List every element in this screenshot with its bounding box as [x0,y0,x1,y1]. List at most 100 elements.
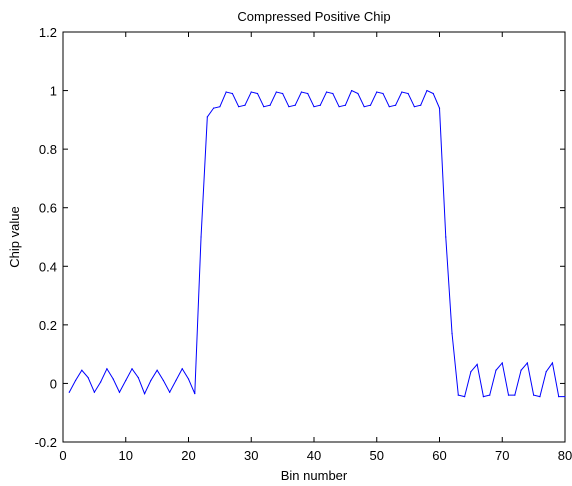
data-point [351,89,353,92]
data-point [131,368,133,370]
data-point [275,91,277,93]
data-point [526,362,528,364]
data-point [231,92,234,95]
axis-ticks: 0 10 20 30 40 50 60 70 80-0.200.20.40.60.811.2 [35,25,572,463]
x-tick-label: 50 [370,448,384,463]
data-point [250,91,252,93]
data-point [282,92,284,95]
x-tick-label: 0 [59,448,66,463]
data-point [162,379,164,382]
data-point [269,104,271,106]
data-point [125,379,127,382]
data-point [150,379,152,382]
data-point [558,396,560,398]
data-point [169,391,171,393]
data-point [225,91,227,93]
data-point [194,393,196,395]
y-tick-label: 0.2 [39,318,57,333]
data-point [200,236,202,238]
y-tick-label: 0.4 [39,259,57,274]
data-point [457,394,459,396]
data-point [501,362,503,364]
chart-title: Compressed Positive Chip [237,9,390,24]
data-point [376,91,378,93]
y-tick-label: 1 [50,84,57,99]
data-point [407,92,409,95]
data-point [545,371,547,373]
data-point [213,107,215,109]
data-point [344,104,346,106]
data-point [394,104,397,106]
y-tick-label: -0.2 [35,435,57,450]
x-axis-title: Bin number [281,468,348,483]
data-point [325,91,328,93]
data-point [238,106,240,108]
x-tick-label: 10 [119,448,133,463]
data-point [495,369,497,371]
data-point [420,104,422,106]
data-point [357,92,359,95]
data-point [432,92,434,95]
data-point [413,106,415,108]
data-point [313,106,315,108]
data-point [464,396,466,398]
data-point [438,107,441,109]
data-point [81,369,83,371]
data-point [332,92,334,95]
y-tick-label: 0.6 [39,201,57,216]
data-point [388,106,390,108]
x-tick-label: 70 [495,448,509,463]
data-point [307,92,309,95]
data-point [100,381,102,383]
data-point [156,369,158,371]
data-point [401,91,403,93]
data-point [219,106,221,108]
data-point [539,396,541,398]
data-point [445,236,447,238]
data-point [187,378,190,380]
data-point [137,376,139,379]
data-point [533,394,535,396]
x-tick-label: 30 [244,448,258,463]
data-point [87,376,89,379]
data-point [244,104,246,106]
data-point [256,92,259,95]
data-point [482,396,485,398]
data-point [294,104,296,106]
series-layer [68,89,566,398]
data-point [338,106,340,108]
series-line [68,89,565,398]
data-point [363,106,365,108]
x-tick-label: 40 [307,448,321,463]
data-point [470,371,472,373]
data-point [551,362,554,364]
data-point [106,368,108,370]
data-point [112,378,114,380]
y-tick-label: 1.2 [39,25,57,40]
x-tick-label: 20 [181,448,195,463]
y-tick-label: 0 [50,376,57,391]
data-point [181,368,183,370]
data-point [489,394,491,396]
data-point [93,391,95,393]
x-tick-label: 60 [432,448,446,463]
y-tick-label: 0.8 [39,142,57,157]
data-point [382,92,384,95]
data-point [74,379,77,382]
data-point [564,396,566,398]
x-tick-label: 80 [558,448,572,463]
data-point [319,104,321,106]
data-point [520,369,522,371]
data-point [507,394,510,396]
data-point [118,391,121,393]
data-point [476,363,478,365]
plot-area [62,31,566,443]
data-point [263,106,265,108]
data-point [514,394,516,396]
data-point [68,391,70,393]
data-point [288,106,290,108]
data-point [175,379,177,382]
y-axis-title: Chip value [7,206,22,267]
data-point [369,104,372,106]
